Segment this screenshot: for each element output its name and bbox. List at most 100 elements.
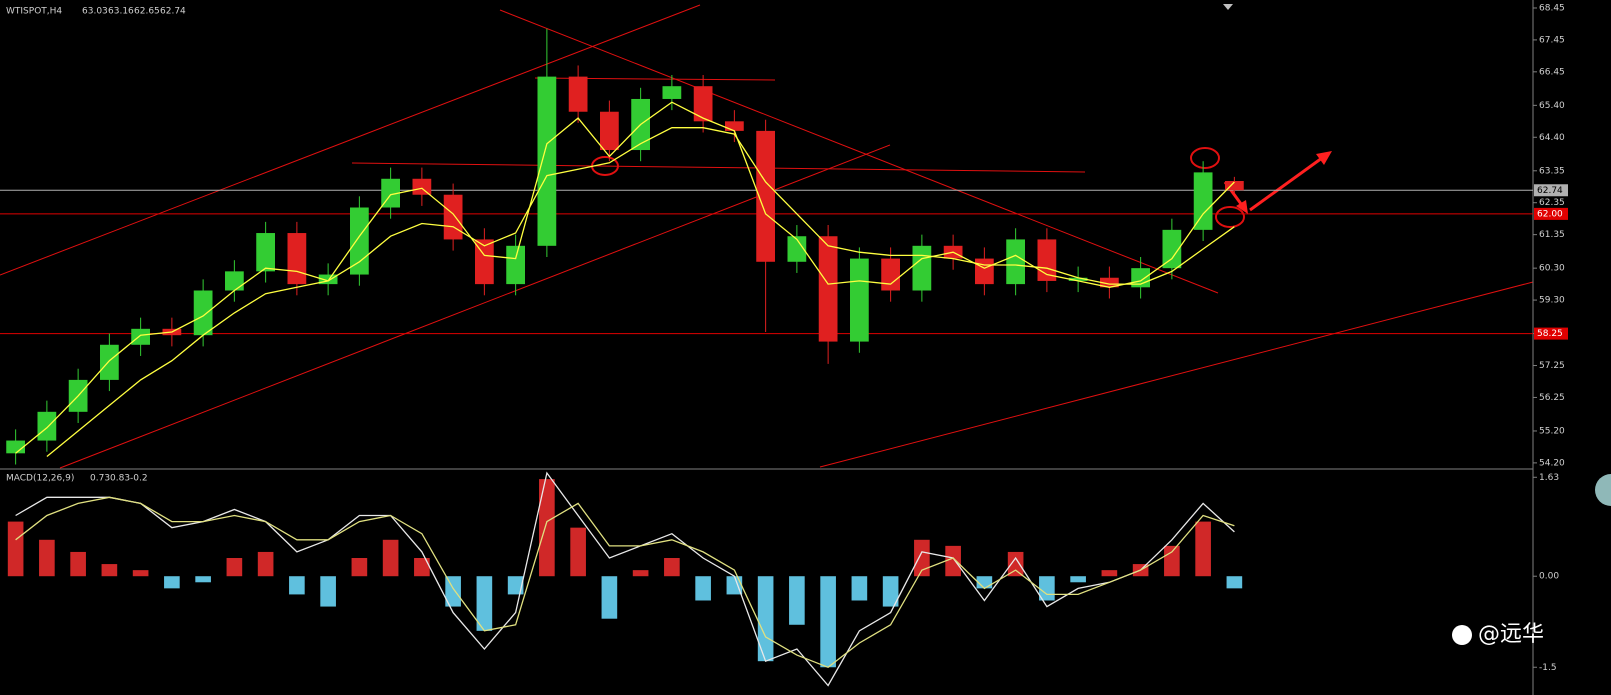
candle-body xyxy=(850,258,869,342)
histogram-bar xyxy=(1195,521,1211,577)
candle-body xyxy=(193,290,213,336)
candle-body xyxy=(225,271,244,291)
y-tick-label: 55.20 xyxy=(1539,426,1565,436)
candle-body xyxy=(912,245,932,291)
candle-body xyxy=(37,411,57,441)
ohlc-low: 62.65 xyxy=(134,7,160,17)
candle-body xyxy=(256,233,275,272)
histogram-bar xyxy=(382,539,399,577)
histogram-bar xyxy=(289,576,305,595)
drawings xyxy=(0,4,1534,469)
histogram-bar xyxy=(507,576,524,595)
histogram-bar xyxy=(882,576,899,607)
histogram-bar xyxy=(664,558,680,577)
histogram-bar xyxy=(195,576,211,583)
chart-title: WTISPOT,H4 xyxy=(6,7,62,17)
histogram-bar xyxy=(445,576,461,607)
highlight-circle xyxy=(1215,206,1245,228)
candle-body xyxy=(412,178,432,195)
price-label-bg xyxy=(1534,207,1568,220)
y-tick-label: 56.25 xyxy=(1539,393,1565,403)
candle-body xyxy=(600,111,619,151)
y-tick-label: 60.30 xyxy=(1539,264,1565,274)
histogram-bar xyxy=(257,551,274,577)
histogram-bar xyxy=(351,558,368,577)
histogram-bar xyxy=(1226,576,1243,589)
y-tick-label: 57.25 xyxy=(1539,361,1565,371)
histogram-bar xyxy=(414,558,430,577)
arrow-head xyxy=(1236,200,1248,214)
histogram-bar xyxy=(851,576,868,601)
candle-body xyxy=(693,86,713,122)
trend-line xyxy=(819,281,1534,468)
candle-body xyxy=(975,258,994,285)
histogram-bar xyxy=(632,570,649,577)
candle-body xyxy=(131,328,150,345)
indicator-line xyxy=(46,127,1235,458)
signal-value: 0.83 xyxy=(110,474,130,484)
price-label: 62.00 xyxy=(1537,209,1563,219)
candle-body xyxy=(1162,229,1182,269)
candle-body xyxy=(1068,277,1088,281)
histogram-bar xyxy=(164,576,180,589)
histogram-bar xyxy=(1101,570,1118,577)
candle-body xyxy=(1193,172,1213,230)
candle-body xyxy=(662,86,682,99)
macd-title: MACD(12,26,9) xyxy=(6,474,74,484)
histogram-bar xyxy=(1007,551,1024,577)
highlight-circle xyxy=(1190,147,1220,169)
arrow xyxy=(1249,156,1323,212)
candle-body xyxy=(818,236,838,342)
histogram-bar xyxy=(726,576,743,595)
candle-body xyxy=(100,344,119,380)
histogram-bar xyxy=(7,521,24,577)
trend-line xyxy=(0,4,701,276)
y-tick-label: 61.35 xyxy=(1539,230,1565,240)
candle-body xyxy=(6,440,25,454)
shift-marker xyxy=(1223,4,1233,10)
y-tick-label: 64.40 xyxy=(1539,133,1565,143)
histogram-bar xyxy=(914,539,930,577)
candle-body xyxy=(318,274,338,285)
indicator-line xyxy=(15,101,1235,454)
candle-body xyxy=(725,121,744,131)
histogram-bar xyxy=(70,551,86,577)
histogram-bar xyxy=(476,576,493,631)
candle-body xyxy=(1037,239,1057,281)
candle-body xyxy=(506,245,525,285)
y-tick-label: 59.30 xyxy=(1539,296,1565,306)
y-tick-label: 66.45 xyxy=(1539,67,1565,77)
candle-body xyxy=(756,130,775,262)
price-label: 58.25 xyxy=(1537,329,1563,339)
candle-body xyxy=(568,76,588,112)
histogram-bar xyxy=(320,576,336,607)
histogram-bar xyxy=(820,576,836,668)
histogram-bar xyxy=(226,558,243,577)
macd-value: 0.73 xyxy=(90,474,110,484)
price-label-bg xyxy=(1534,184,1568,197)
histogram-bar xyxy=(601,576,618,619)
side-button[interactable] xyxy=(1595,474,1611,506)
histogram-bar xyxy=(39,539,55,577)
histogram-bar xyxy=(539,479,555,577)
histogram-bar xyxy=(789,576,805,625)
histogram-bar xyxy=(945,545,961,577)
y-tick-label: 63.35 xyxy=(1539,166,1565,176)
candle-body xyxy=(1006,239,1025,285)
indicator-line xyxy=(15,496,1235,669)
price-label-bg xyxy=(1534,327,1568,340)
candle-body xyxy=(350,207,369,275)
histogram-bar xyxy=(695,576,711,601)
y-tick-label: 0.00 xyxy=(1539,572,1559,582)
histogram-value: -0.2 xyxy=(130,474,148,484)
histogram-bar xyxy=(1070,576,1086,583)
ohlc-open: 63.03 xyxy=(82,7,108,17)
watermark-logo xyxy=(1452,625,1472,645)
y-tick-label: -1.5 xyxy=(1539,663,1557,673)
candle-body xyxy=(475,239,494,285)
histogram-bar xyxy=(570,527,586,577)
histogram-bar xyxy=(757,576,774,662)
